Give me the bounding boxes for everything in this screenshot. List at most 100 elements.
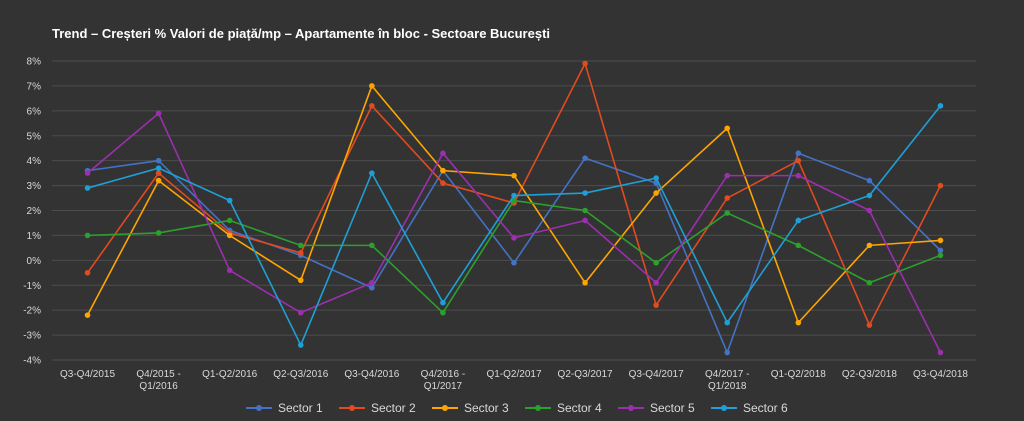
- data-point: [511, 172, 517, 179]
- data-point: [369, 103, 375, 109]
- data-point: [297, 277, 304, 284]
- data-point: [795, 319, 802, 326]
- y-tick-label: 4%: [27, 156, 42, 167]
- legend-marker: [256, 405, 262, 411]
- legend-marker: [535, 405, 541, 411]
- x-tick-label: Q2-Q3/2016: [273, 369, 328, 380]
- data-point: [795, 217, 802, 224]
- data-point: [937, 182, 944, 189]
- data-point: [582, 279, 588, 286]
- data-point: [582, 155, 588, 161]
- data-point: [84, 232, 91, 239]
- legend-label: Sector 3: [464, 401, 509, 415]
- data-point: [724, 195, 731, 201]
- data-point: [226, 267, 233, 274]
- legend-marker: [442, 405, 448, 411]
- data-point: [724, 172, 731, 179]
- x-tick-label: Q1-Q2/2017: [486, 369, 541, 380]
- data-point: [653, 302, 659, 308]
- y-tick-label: -2%: [23, 306, 41, 317]
- y-tick-label: -1%: [23, 281, 41, 292]
- x-tick-label: Q2-Q3/2017: [558, 369, 613, 380]
- y-tick-label: 2%: [27, 206, 42, 217]
- data-point: [440, 150, 446, 156]
- data-point: [724, 319, 731, 326]
- data-point: [795, 242, 802, 249]
- x-tick-label: Q3-Q4/2018: [913, 369, 968, 380]
- data-point: [440, 167, 446, 174]
- data-point: [440, 299, 446, 306]
- data-point: [155, 157, 162, 164]
- legend-label: Sector 2: [371, 401, 416, 415]
- data-point: [937, 247, 944, 254]
- data-point: [155, 230, 162, 236]
- data-point: [795, 172, 802, 179]
- x-tick-label: Q1-Q2/2018: [771, 369, 826, 380]
- data-point: [866, 207, 873, 214]
- y-tick-label: -3%: [23, 331, 41, 342]
- data-point: [582, 207, 588, 214]
- x-tick-label: Q4/2015 -Q1/2016: [136, 369, 180, 392]
- data-point: [511, 197, 517, 204]
- data-point: [724, 125, 731, 132]
- data-point: [511, 192, 517, 199]
- data-point: [226, 232, 233, 239]
- data-point: [653, 260, 659, 266]
- legend-label: Sector 1: [278, 401, 323, 415]
- data-point: [866, 279, 873, 286]
- data-point: [155, 177, 162, 184]
- series-line-sector-5: [87, 112, 942, 353]
- y-tick-label: 7%: [27, 81, 42, 92]
- data-point: [297, 342, 304, 348]
- x-tick-label: Q1-Q2/2016: [202, 369, 257, 380]
- data-point: [84, 170, 91, 176]
- data-point: [369, 83, 375, 89]
- data-point: [653, 190, 659, 196]
- data-point: [937, 237, 944, 244]
- data-point: [866, 242, 873, 249]
- data-point: [937, 103, 944, 109]
- legend-marker: [628, 405, 634, 411]
- x-tick-label: Q3-Q4/2015: [60, 369, 115, 380]
- legend-marker: [721, 405, 727, 411]
- y-tick-label: -4%: [23, 356, 41, 367]
- chart-title: Trend – Creșteri % Valori de piață/mp – …: [52, 26, 551, 41]
- y-tick-label: 3%: [27, 181, 42, 192]
- data-point: [582, 217, 588, 224]
- y-tick-label: 0%: [27, 256, 42, 267]
- legend-label: Sector 4: [557, 401, 602, 415]
- data-point: [653, 279, 659, 286]
- data-point: [84, 269, 91, 276]
- data-point: [653, 175, 659, 181]
- data-point: [155, 165, 162, 171]
- data-point: [297, 250, 304, 256]
- data-point: [866, 192, 873, 199]
- data-point: [226, 217, 233, 224]
- data-point: [582, 190, 588, 196]
- data-point: [369, 242, 375, 249]
- data-point: [369, 170, 375, 176]
- data-point: [795, 150, 802, 156]
- data-point: [369, 284, 375, 291]
- data-point: [937, 252, 944, 259]
- legend-label: Sector 6: [743, 401, 788, 415]
- y-tick-label: 8%: [27, 57, 42, 68]
- data-point: [440, 180, 446, 186]
- data-point: [297, 309, 304, 316]
- data-point: [369, 279, 375, 286]
- y-tick-label: 6%: [27, 106, 42, 117]
- x-tick-label: Q4/2017 -Q1/2018: [705, 369, 749, 392]
- data-point: [795, 157, 802, 164]
- data-point: [724, 210, 731, 216]
- data-point: [511, 235, 517, 241]
- data-point: [297, 242, 304, 249]
- data-point: [155, 170, 162, 176]
- data-point: [155, 110, 162, 117]
- x-tick-label: Q2-Q3/2018: [842, 369, 897, 380]
- y-tick-label: 1%: [27, 231, 42, 242]
- data-point: [84, 185, 91, 191]
- data-point: [226, 197, 233, 204]
- x-tick-label: Q3-Q4/2016: [344, 369, 399, 380]
- data-point: [511, 260, 517, 266]
